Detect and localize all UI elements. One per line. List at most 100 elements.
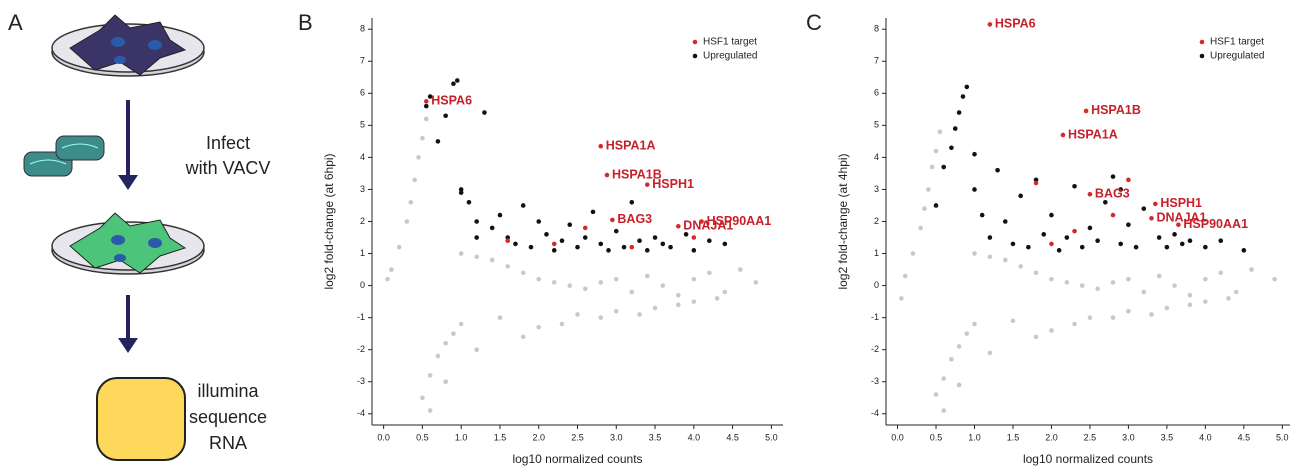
point [1110, 280, 1116, 285]
point [427, 94, 433, 99]
diagram-label: sequence [189, 407, 267, 427]
y-tick-label: 6 [874, 88, 879, 98]
point [1172, 232, 1177, 237]
point [1033, 270, 1039, 276]
point [582, 225, 588, 231]
point [423, 116, 429, 122]
point [613, 276, 619, 282]
dish-infected [51, 14, 205, 77]
point [676, 224, 681, 229]
legend-label: Upregulated [703, 51, 757, 62]
annotation: HSPA6 [431, 94, 472, 108]
point [1018, 193, 1023, 199]
point [972, 187, 977, 192]
point [753, 280, 759, 285]
point [567, 222, 573, 228]
point [474, 347, 479, 352]
x-tick-label: 2.5 [1084, 432, 1097, 442]
x-tick-label: 0.0 [891, 432, 904, 442]
point [933, 203, 939, 208]
point [420, 395, 425, 401]
point [575, 244, 580, 250]
point [1072, 228, 1077, 234]
y-tick-label: 2 [360, 216, 365, 226]
y-tick-label: 0 [874, 280, 879, 290]
point [575, 312, 580, 317]
point [466, 199, 472, 205]
y-tick-label: 6 [360, 88, 365, 98]
x-axis-label: log10 normalized counts [512, 452, 642, 466]
point [1103, 199, 1108, 205]
point [964, 84, 970, 90]
x-tick-label: 0.5 [416, 432, 429, 442]
point [1049, 276, 1054, 282]
point [1203, 244, 1208, 250]
legend-label: HSF1 target [1210, 37, 1264, 48]
y-tick-label: 0 [360, 280, 365, 290]
point [738, 267, 743, 272]
point [427, 373, 433, 378]
y-tick-label: -3 [357, 376, 365, 386]
point [606, 248, 611, 253]
point [1087, 315, 1093, 320]
x-tick-label: 3.0 [610, 432, 623, 442]
point [1176, 222, 1181, 228]
point [1095, 238, 1100, 244]
point [1218, 238, 1224, 244]
point [644, 182, 650, 187]
point [1072, 183, 1077, 189]
point [551, 241, 557, 247]
x-tick-label: 5.0 [1276, 432, 1289, 442]
point [937, 129, 943, 135]
panel-label: C [806, 10, 822, 35]
x-tick-label: 5.0 [765, 432, 778, 442]
point [559, 238, 565, 244]
x-tick-label: 4.0 [688, 432, 701, 442]
arrow [118, 295, 138, 353]
point [474, 219, 479, 224]
point [926, 187, 931, 192]
point [567, 283, 573, 288]
point [1010, 241, 1016, 247]
y-tick-label: -3 [871, 376, 879, 386]
x-tick-label: 3.0 [1122, 432, 1135, 442]
point [1110, 174, 1116, 179]
point [1241, 248, 1247, 253]
annotation: HSPA1A [1068, 127, 1118, 141]
point [691, 248, 697, 253]
sequencer [96, 377, 186, 461]
point [1126, 177, 1131, 183]
y-tick-label: 7 [360, 56, 365, 66]
point [1156, 235, 1162, 240]
point [416, 155, 421, 160]
point [451, 331, 456, 336]
arrow [118, 100, 138, 190]
point [497, 212, 503, 218]
point [458, 190, 464, 195]
annotation: HSP90AA1 [707, 214, 772, 228]
annotation: DNAJA1 [683, 219, 733, 233]
legend-swatch [692, 39, 698, 45]
x-tick-label: 1.0 [968, 432, 981, 442]
point [1153, 201, 1158, 207]
point [559, 321, 565, 327]
point [714, 296, 720, 301]
point [1002, 219, 1008, 224]
point [1049, 212, 1054, 218]
point [604, 172, 610, 178]
annotation: HSPA1B [1091, 103, 1141, 117]
point [1033, 180, 1039, 186]
point [652, 235, 658, 240]
point [1249, 267, 1254, 272]
legend-label: HSF1 target [703, 37, 757, 48]
point [610, 217, 615, 223]
point [1083, 108, 1089, 114]
point [408, 199, 414, 205]
point [404, 219, 410, 224]
point [520, 334, 526, 340]
point [544, 232, 549, 237]
x-tick-label: 0.0 [377, 432, 390, 442]
point [922, 206, 927, 211]
panel-label: B [298, 10, 313, 35]
point [505, 238, 511, 244]
